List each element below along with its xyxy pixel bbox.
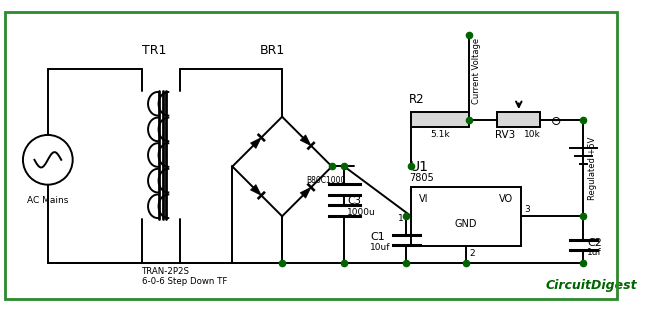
Text: 1: 1 xyxy=(398,214,404,223)
Text: Regulated +5V: Regulated +5V xyxy=(588,136,597,200)
Text: C3: C3 xyxy=(347,196,361,206)
Text: 5.1k: 5.1k xyxy=(430,130,450,139)
Bar xyxy=(411,112,469,127)
Text: CircuitDigest: CircuitDigest xyxy=(545,279,637,292)
Text: 10k: 10k xyxy=(524,130,540,139)
Text: R2: R2 xyxy=(410,93,425,106)
Text: Current Voltage: Current Voltage xyxy=(473,37,482,104)
Bar xyxy=(411,187,521,246)
Polygon shape xyxy=(300,187,311,198)
Text: B80C1000: B80C1000 xyxy=(306,176,345,185)
Text: C2: C2 xyxy=(587,238,602,248)
Text: U1: U1 xyxy=(410,160,428,174)
Bar xyxy=(497,112,540,127)
Text: 2: 2 xyxy=(469,249,474,258)
Polygon shape xyxy=(250,137,261,148)
Text: 1uf: 1uf xyxy=(587,248,602,257)
Text: VO: VO xyxy=(499,194,514,204)
Text: 1000u: 1000u xyxy=(347,208,376,217)
Text: TR1: TR1 xyxy=(142,44,166,57)
Text: TRAN-2P2S
6-0-6 Step Down TF: TRAN-2P2S 6-0-6 Step Down TF xyxy=(142,267,227,286)
Text: 7805: 7805 xyxy=(410,173,434,183)
Text: BR1: BR1 xyxy=(260,44,285,57)
Text: AC Mains: AC Mains xyxy=(27,196,68,205)
Text: GND: GND xyxy=(455,219,478,229)
Polygon shape xyxy=(250,185,261,195)
Text: C1: C1 xyxy=(370,232,385,242)
Polygon shape xyxy=(300,135,311,146)
Text: RV3: RV3 xyxy=(495,130,515,140)
Text: ⊖: ⊖ xyxy=(551,115,562,128)
Text: 3: 3 xyxy=(524,205,530,214)
Text: 10uf: 10uf xyxy=(370,243,391,252)
Text: VI: VI xyxy=(419,194,428,204)
